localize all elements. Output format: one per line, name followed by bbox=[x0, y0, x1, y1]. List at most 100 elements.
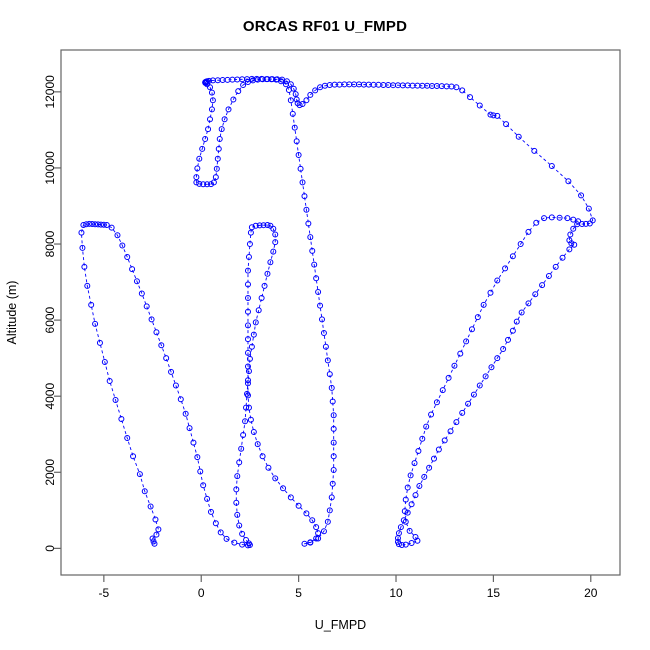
data-point bbox=[248, 343, 255, 350]
data-point bbox=[204, 181, 211, 188]
data-point bbox=[297, 165, 304, 172]
data-point bbox=[548, 214, 555, 221]
data-point bbox=[324, 518, 331, 525]
data-point bbox=[488, 364, 495, 371]
data-point bbox=[453, 419, 460, 426]
data-point bbox=[100, 221, 107, 228]
data-point bbox=[255, 307, 262, 314]
data-point bbox=[136, 471, 143, 478]
data-point bbox=[571, 241, 578, 248]
data-point bbox=[193, 179, 200, 186]
data-point bbox=[244, 377, 251, 384]
data-point bbox=[566, 246, 573, 253]
data-point bbox=[114, 232, 121, 239]
data-point bbox=[307, 91, 314, 98]
y-tick-label: 4000 bbox=[43, 383, 57, 410]
page-title: ORCAS RF01 U_FMPD bbox=[242, 18, 408, 35]
data-point bbox=[177, 396, 184, 403]
data-point bbox=[322, 343, 329, 350]
data-point bbox=[552, 263, 559, 270]
data-point bbox=[236, 459, 243, 466]
data-point bbox=[532, 291, 539, 298]
x-tick-label: 0 bbox=[198, 586, 205, 600]
data-point bbox=[208, 89, 215, 96]
data-point bbox=[244, 336, 251, 343]
data-point bbox=[103, 222, 110, 228]
data-point bbox=[397, 524, 404, 531]
data-point bbox=[313, 535, 320, 542]
data-point bbox=[106, 377, 113, 384]
data-point bbox=[503, 121, 510, 128]
data-point bbox=[212, 520, 219, 527]
data-point bbox=[246, 241, 253, 248]
data-point bbox=[221, 116, 228, 123]
data-point bbox=[207, 508, 214, 515]
data-point bbox=[412, 533, 419, 540]
data-point bbox=[402, 518, 409, 525]
data-point bbox=[172, 382, 179, 389]
data-point bbox=[244, 281, 251, 288]
data-point bbox=[468, 326, 475, 333]
data-point bbox=[451, 362, 458, 369]
data-point bbox=[239, 541, 246, 548]
data-point bbox=[153, 329, 160, 336]
data-point bbox=[494, 277, 501, 284]
x-axis-title: U_FMPD bbox=[315, 618, 366, 632]
data-point bbox=[295, 502, 302, 509]
data-point bbox=[407, 472, 414, 479]
data-point bbox=[487, 111, 494, 118]
data-point bbox=[312, 87, 319, 94]
data-point bbox=[92, 221, 99, 228]
x-tick-label: 20 bbox=[584, 586, 598, 600]
data-point bbox=[264, 222, 271, 228]
data-point bbox=[453, 84, 460, 91]
y-tick-label: 12000 bbox=[43, 75, 57, 109]
data-point bbox=[459, 87, 466, 94]
data-point bbox=[482, 373, 489, 380]
data-point bbox=[545, 272, 552, 279]
data-point bbox=[525, 300, 532, 307]
data-point bbox=[463, 338, 470, 345]
data-point bbox=[328, 494, 335, 501]
data-point bbox=[209, 97, 216, 104]
data-point bbox=[421, 473, 428, 480]
data-point bbox=[152, 516, 159, 523]
data-point bbox=[236, 522, 243, 529]
data-point bbox=[309, 517, 316, 524]
data-point bbox=[467, 94, 474, 101]
data-point bbox=[564, 215, 571, 222]
data-point bbox=[303, 97, 310, 104]
data-point bbox=[240, 82, 247, 88]
data-point bbox=[402, 541, 409, 548]
y-tick-label: 2000 bbox=[43, 459, 57, 486]
data-point bbox=[509, 253, 516, 260]
data-point bbox=[88, 301, 95, 308]
data-point bbox=[238, 445, 245, 452]
data-point bbox=[285, 86, 292, 93]
data-point bbox=[218, 126, 225, 133]
data-point bbox=[265, 464, 272, 471]
data-point bbox=[494, 112, 501, 119]
data-point bbox=[566, 237, 573, 244]
data-point bbox=[541, 215, 548, 222]
data-point bbox=[153, 531, 160, 538]
data-point bbox=[500, 346, 507, 353]
data-point bbox=[163, 355, 170, 362]
data-point bbox=[261, 282, 268, 289]
data-point bbox=[97, 221, 104, 228]
data-point bbox=[539, 282, 546, 289]
data-point bbox=[235, 88, 242, 95]
data-point bbox=[289, 110, 296, 117]
data-point bbox=[147, 503, 154, 510]
data-point bbox=[225, 106, 232, 113]
data-point bbox=[290, 85, 297, 92]
data-point bbox=[586, 220, 593, 227]
data-point bbox=[260, 222, 267, 229]
data-point bbox=[329, 398, 336, 405]
data-point bbox=[243, 537, 250, 543]
data-point bbox=[565, 178, 572, 185]
data-point bbox=[330, 453, 337, 460]
data-point bbox=[256, 222, 263, 229]
data-point bbox=[305, 220, 312, 227]
data-point bbox=[326, 371, 333, 378]
